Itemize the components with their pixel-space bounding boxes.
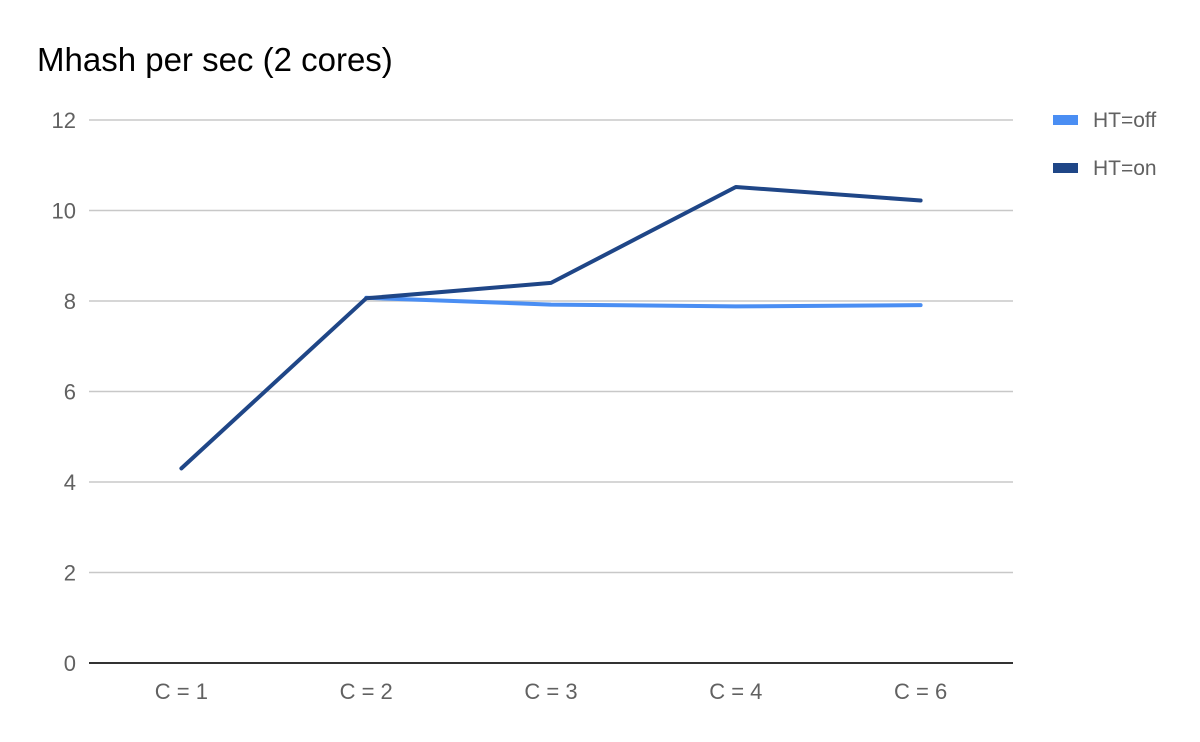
legend: HT=off HT=on [1053, 109, 1157, 180]
series-lines [179, 185, 923, 471]
series-line-ht-off [364, 295, 923, 309]
legend-swatch [1053, 163, 1078, 173]
x-tick-label: C = 1 [155, 679, 208, 704]
y-tick-label: 0 [64, 651, 76, 676]
y-tick-label: 10 [52, 199, 76, 224]
y-tick-label: 6 [64, 380, 76, 405]
series-line-ht-on [179, 185, 923, 471]
x-tick-label: C = 6 [894, 679, 947, 704]
legend-label: HT=off [1093, 109, 1156, 132]
x-tick-label: C = 4 [709, 679, 762, 704]
y-tick-label: 12 [52, 108, 76, 133]
y-axis-ticks: 0 2 4 6 8 10 12 [52, 108, 76, 676]
y-tick-label: 8 [64, 289, 76, 314]
gridlines [89, 119, 1013, 574]
x-tick-label: C = 2 [340, 679, 393, 704]
y-tick-label: 4 [64, 470, 76, 495]
legend-swatch [1053, 115, 1078, 125]
x-axis-ticks: C = 1 C = 2 C = 3 C = 4 C = 6 [155, 679, 947, 704]
chart-title: Mhash per sec (2 cores) [37, 41, 393, 78]
legend-label: HT=on [1093, 157, 1157, 180]
x-tick-label: C = 3 [524, 679, 577, 704]
y-tick-label: 2 [64, 561, 76, 586]
